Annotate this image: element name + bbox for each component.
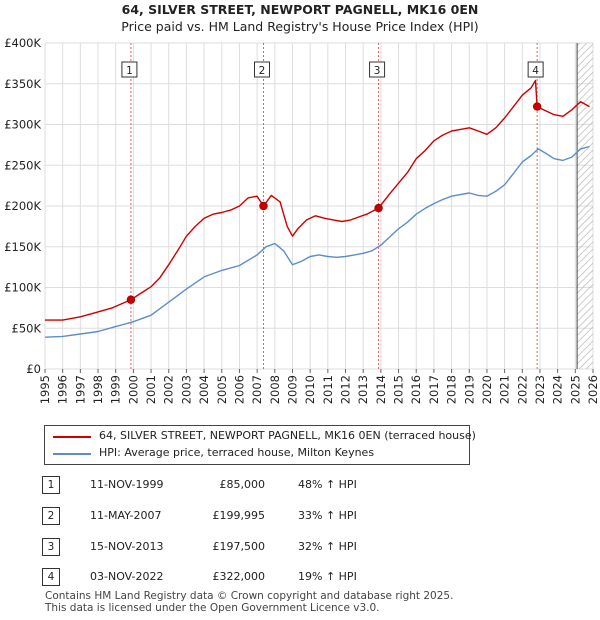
- legend-label-hpi: HPI: Average price, terraced house, Milt…: [99, 446, 375, 459]
- sale-hpi-change: 33% ↑ HPI: [298, 509, 357, 522]
- x-tick-label: 2022: [515, 375, 529, 404]
- x-tick-label: 2026: [586, 375, 600, 404]
- x-tick-label: 2017: [427, 375, 441, 404]
- x-tick-label: 2021: [498, 375, 512, 404]
- sale-markers: 1 2 3 4: [121, 61, 544, 78]
- x-tick-label: 1999: [109, 375, 123, 404]
- y-tick-label: £300K: [4, 118, 41, 132]
- x-axis: 1995 1996 1997 1998 1999 2000 2001 2002 2003 2004…: [38, 369, 600, 404]
- sale-marker-box-1: [121, 61, 138, 78]
- sale-point-1: [126, 295, 136, 304]
- x-tick-label: 1995: [38, 375, 52, 404]
- x-tick-label: 2010: [303, 375, 317, 404]
- y-tick-label: £200K: [4, 199, 41, 213]
- sale-marker-label-2: 2: [259, 65, 266, 77]
- y-tick-label: £0: [26, 362, 41, 376]
- y-axis: £0 £50K £100K £150K £200K £250K £300K £350K £400…: [4, 36, 41, 376]
- footer-copyright: Contains HM Land Registry data © Crown c…: [45, 590, 454, 602]
- sale-date: 03-NOV-2022: [90, 570, 164, 583]
- sale-marker-box-4: [527, 61, 544, 78]
- sale-marker-label-1: 1: [126, 65, 133, 77]
- footer-licence: This data is licensed under the Open Gov…: [45, 602, 380, 614]
- future-region: [577, 43, 593, 369]
- series-lines: [44, 79, 590, 338]
- price-chart: 1 2 3 4 £0 £50K £100K £150K £200K £250K £300K £350…: [4, 36, 600, 404]
- sale-point-2: [259, 201, 268, 211]
- sale-date: 15-NOV-2013: [90, 540, 164, 553]
- x-tick-label: 2005: [215, 375, 229, 404]
- x-tick-label: 2023: [533, 375, 547, 404]
- x-tick-label: 2002: [162, 375, 176, 404]
- chart-title: 64, SILVER STREET, NEWPORT PAGNELL, MK16…: [121, 2, 479, 17]
- grid: [44, 42, 594, 370]
- x-tick-label: 2009: [285, 375, 299, 404]
- sale-number: 2: [42, 507, 60, 525]
- sale-price: £199,995: [212, 509, 266, 522]
- sale-points: [126, 102, 542, 304]
- legend-swatch-property: [53, 436, 91, 438]
- sale-number: 3: [42, 538, 60, 556]
- sale-number: 4: [42, 568, 60, 586]
- sale-marker-label-3: 3: [374, 65, 381, 77]
- x-tick-label: 2001: [144, 375, 158, 404]
- x-tick-label: 2003: [179, 375, 193, 404]
- sale-marker-box-2: [253, 61, 270, 78]
- x-tick-label: 2000: [126, 375, 140, 404]
- sale-price: £197,500: [212, 540, 266, 553]
- sale-marker-label-4: 4: [532, 65, 539, 77]
- sale-number: 1: [42, 476, 60, 494]
- x-tick-label: 2016: [409, 375, 423, 404]
- y-tick-label: £400K: [4, 36, 41, 50]
- sale-hpi-change: 19% ↑ HPI: [298, 570, 357, 583]
- x-tick-label: 2024: [551, 375, 565, 404]
- y-tick-label: £250K: [4, 158, 41, 172]
- sale-point-4: [532, 102, 542, 111]
- x-tick-label: 2019: [462, 375, 476, 404]
- future-shading: [576, 43, 593, 369]
- y-tick-label: £350K: [4, 77, 41, 91]
- x-tick-label: 2013: [356, 375, 370, 404]
- x-tick-label: 2025: [568, 375, 582, 404]
- sale-marker-box-3: [369, 61, 386, 78]
- legend-swatch-hpi: [53, 453, 91, 455]
- hpi-line: [44, 145, 590, 338]
- x-tick-label: 2006: [232, 375, 246, 404]
- legend: 64, SILVER STREET, NEWPORT PAGNELL, MK16…: [44, 425, 476, 465]
- sale-date: 11-NOV-1999: [90, 478, 164, 491]
- x-tick-label: 2015: [392, 375, 406, 404]
- x-tick-label: 2018: [445, 375, 459, 404]
- sale-price: £85,000: [219, 478, 266, 491]
- sale-point-3: [374, 203, 383, 213]
- legend-label-property: 64, SILVER STREET, NEWPORT PAGNELL, MK16…: [99, 429, 476, 442]
- x-tick-label: 2008: [268, 375, 282, 404]
- sale-hpi-change: 48% ↑ HPI: [298, 478, 357, 491]
- x-tick-label: 2007: [250, 375, 264, 404]
- x-tick-label: 2011: [321, 375, 335, 404]
- sale-price: £322,000: [212, 570, 266, 583]
- sale-hpi-change: 32% ↑ HPI: [298, 540, 357, 553]
- x-tick-label: 2020: [480, 375, 494, 404]
- chart-subtitle: Price paid vs. HM Land Registry's House …: [121, 19, 479, 34]
- x-tick-label: 2004: [197, 375, 211, 404]
- y-tick-label: £50K: [12, 321, 42, 335]
- property-price-line: [45, 79, 590, 321]
- x-tick-label: 1998: [91, 375, 105, 404]
- sale-date: 11-MAY-2007: [90, 509, 162, 522]
- x-tick-label: 2014: [374, 375, 388, 404]
- x-tick-label: 1996: [56, 375, 70, 404]
- x-tick-label: 2012: [339, 375, 353, 404]
- x-tick-label: 1997: [73, 375, 87, 404]
- y-tick-label: £100K: [4, 281, 41, 295]
- y-tick-label: £150K: [4, 240, 41, 254]
